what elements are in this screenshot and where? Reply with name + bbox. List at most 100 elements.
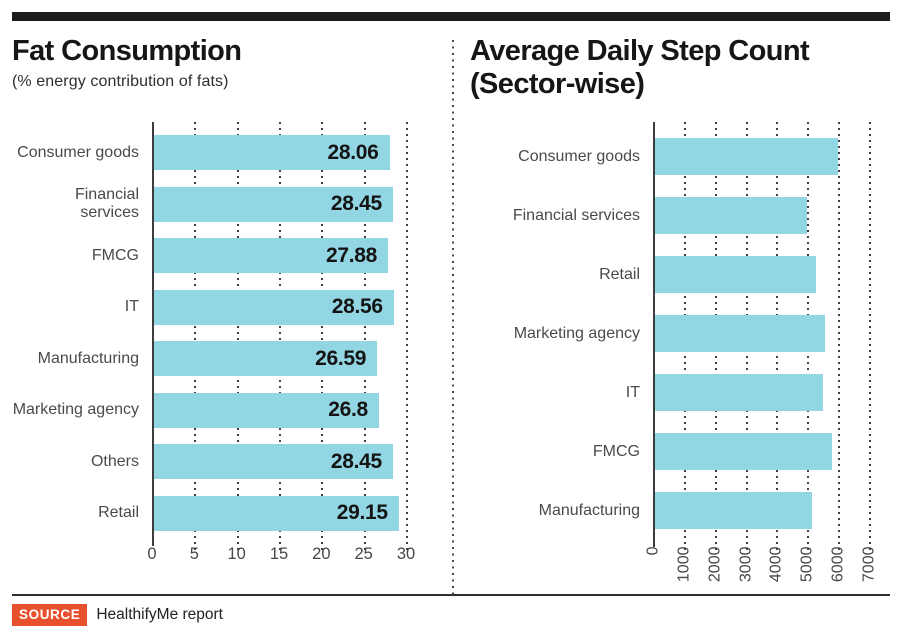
axis-tick-label: 0 <box>147 545 157 563</box>
bar: 26.59 <box>152 341 378 377</box>
y-axis-line <box>152 122 154 546</box>
gridline <box>406 122 408 550</box>
gridline <box>236 122 239 550</box>
fat-consumption-chart: Fat Consumption (% energy contribution o… <box>12 23 450 598</box>
category-label: Financial services <box>74 186 139 222</box>
bar-track <box>653 304 890 363</box>
bar-row: Marketing agency 26.8 <box>12 385 450 437</box>
bar-row: Financial services 28.45 <box>12 179 450 231</box>
bar: 27.88 <box>152 238 389 274</box>
gridline <box>838 122 841 551</box>
category-label: IT <box>124 298 139 316</box>
charts-container: Fat Consumption (% energy contribution o… <box>12 23 890 598</box>
category-label: FMCG <box>592 442 640 460</box>
x-axis: 0 5 10 15 20 25 30 <box>12 539 450 571</box>
bar-track <box>653 245 890 304</box>
gridline <box>194 122 197 550</box>
bar-row: Manufacturing 26.59 <box>12 333 450 385</box>
value-label: 28.56 <box>331 295 383 319</box>
bar-track: 26.59 <box>152 333 450 385</box>
axis-tick-label: 2000 <box>706 546 724 583</box>
bar-row: IT 28.56 <box>12 282 450 334</box>
axis-tick-label: 25 <box>354 545 373 563</box>
category-label: Marketing agency <box>12 401 139 419</box>
bar-track: 26.8 <box>152 385 450 437</box>
bar <box>653 492 812 529</box>
axis-tick-label: 5 <box>189 545 199 563</box>
axis-tick-label: 4000 <box>767 546 785 583</box>
bar-track <box>653 127 890 186</box>
category-label: Financial services <box>512 206 640 224</box>
axis-tick-label: 5000 <box>798 546 816 583</box>
axis-tick-label: 7000 <box>860 546 878 583</box>
bar-row: Manufacturing <box>470 481 890 540</box>
bar <box>653 138 838 175</box>
bar-track: 29.15 <box>152 488 450 540</box>
bar-row: Retail 29.15 <box>12 488 450 540</box>
bar-row: Consumer goods <box>470 127 890 186</box>
bar <box>653 374 823 411</box>
chart-header: Fat Consumption (% energy contribution o… <box>12 23 450 127</box>
bar <box>653 315 826 352</box>
value-label: 28.45 <box>330 449 382 473</box>
bar-row: FMCG <box>470 422 890 481</box>
category-label: Marketing agency <box>513 324 640 342</box>
bar: 28.45 <box>152 186 393 222</box>
bar-row: Marketing agency <box>470 304 890 363</box>
bar-track: 28.56 <box>152 282 450 334</box>
bar-track: 28.45 <box>152 179 450 231</box>
category-label: Others <box>90 452 139 470</box>
bar <box>653 433 832 470</box>
source-row: SOURCE HealthifyMe report <box>12 604 223 626</box>
axis-tick-label: 3000 <box>737 546 755 583</box>
category-label: Retail <box>599 265 640 283</box>
bar <box>653 197 807 234</box>
category-label: FMCG <box>91 246 139 264</box>
value-label: 26.8 <box>328 398 368 422</box>
bar-row: FMCG 27.88 <box>12 230 450 282</box>
chart-header: Average Daily Step Count (Sector-wise) <box>470 23 890 127</box>
chart-title: Fat Consumption <box>12 35 242 67</box>
step-count-chart: Average Daily Step Count (Sector-wise) C… <box>470 23 890 598</box>
bar-row: Consumer goods 28.06 <box>12 127 450 179</box>
bar-row: Financial services <box>470 186 890 245</box>
axis-tick-label: 0 <box>644 546 662 556</box>
value-label: 28.06 <box>327 140 379 164</box>
chart-separator-dotted-line <box>452 40 454 594</box>
gridline <box>363 122 366 550</box>
category-label: Manufacturing <box>37 349 139 367</box>
value-label: 27.88 <box>325 243 378 267</box>
bar-row: Retail <box>470 245 890 304</box>
bar-chart-plot-area: Consumer goods Financial services Retail Ma… <box>470 122 890 551</box>
bar: 28.56 <box>152 289 394 325</box>
bar-row: IT <box>470 363 890 422</box>
source-text: HealthifyMe report <box>96 606 223 623</box>
bar: 28.06 <box>152 135 390 171</box>
bar-track <box>653 363 890 422</box>
value-label: 28.45 <box>330 192 382 216</box>
axis-tick-label: 15 <box>269 545 289 563</box>
chart-title: Average Daily Step Count (Sector-wise) <box>470 35 810 100</box>
value-label: 29.15 <box>336 501 388 525</box>
bar-row: Others 28.45 <box>12 436 450 488</box>
axis-tick-label: 1000 <box>675 546 693 583</box>
y-axis-line <box>653 122 655 547</box>
gridline <box>279 122 281 550</box>
axis-tick-label: 6000 <box>829 546 847 583</box>
bar: 29.15 <box>152 495 399 531</box>
bar-track: 28.45 <box>152 436 450 488</box>
category-label: Manufacturing <box>538 501 640 519</box>
top-rule <box>12 12 890 21</box>
bar-track <box>653 186 890 245</box>
category-label: Consumer goods <box>518 147 640 165</box>
category-label: IT <box>625 383 640 401</box>
bar-track <box>653 422 890 481</box>
bottom-rule <box>12 594 890 596</box>
source-badge: SOURCE <box>12 604 88 626</box>
bar-track: 27.88 <box>152 230 450 282</box>
category-label: Consumer goods <box>17 143 139 161</box>
value-label: 26.59 <box>315 346 367 370</box>
category-label: Retail <box>98 504 139 522</box>
axis-tick-label: 10 <box>227 545 246 563</box>
